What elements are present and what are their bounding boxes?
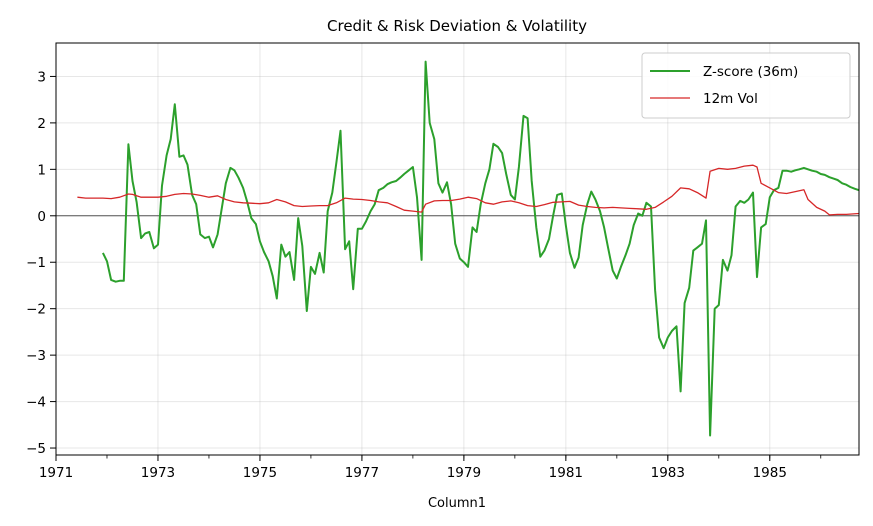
x-axis: 1971 1973 1975 1977 1979 1981 1983 1985: [39, 455, 822, 481]
y-tick-label: −1: [26, 255, 46, 271]
y-tick-label: −3: [26, 348, 46, 364]
chart-title: Credit & Risk Deviation & Volatility: [327, 17, 587, 35]
x-tick-label: 1971: [39, 465, 73, 481]
x-tick-label: 1979: [447, 465, 481, 481]
legend: Z-score (36m) 12m Vol: [641, 52, 851, 119]
y-tick-label: −4: [26, 395, 46, 411]
series-line-vol: [77, 164, 860, 216]
y-axis: −5 −4 −3 −2 −1 0 1 2 3: [26, 69, 56, 457]
legend-label-vol: 12m Vol: [703, 91, 758, 107]
x-tick-label: 1983: [651, 465, 685, 481]
y-tick-label: −2: [26, 302, 46, 318]
y-tick-label: −5: [26, 441, 46, 457]
x-tick-label: 1985: [753, 465, 787, 481]
plot-frame: [55, 42, 860, 456]
x-tick-label: 1973: [141, 465, 175, 481]
x-tick-label: 1981: [549, 465, 583, 481]
x-tick-label: 1975: [243, 465, 277, 481]
y-tick-label: 2: [37, 116, 46, 132]
x-tick-label: 1977: [345, 465, 379, 481]
series-lines: [77, 60, 860, 437]
y-tick-label: 0: [37, 209, 46, 225]
legend-box: [641, 52, 851, 119]
y-tick-label: 1: [37, 162, 46, 178]
legend-label-zscore: Z-score (36m): [703, 64, 798, 80]
y-tick-label: 3: [37, 69, 46, 85]
series-line-zscore: [102, 60, 860, 437]
x-axis-label: Column1: [428, 496, 486, 511]
